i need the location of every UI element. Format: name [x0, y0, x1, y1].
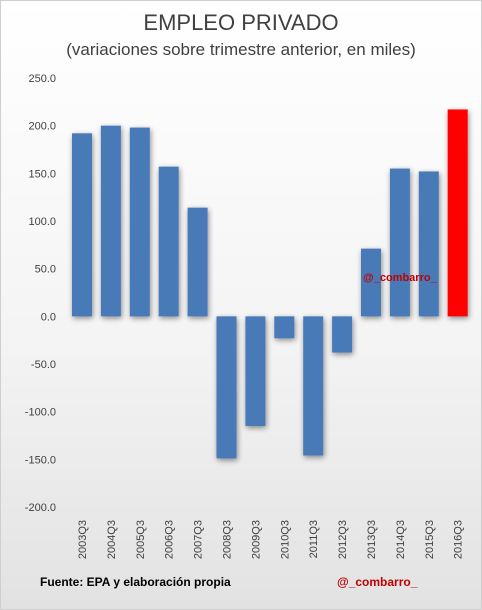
x-tick-label: 2006Q3 — [164, 520, 176, 559]
author-handle: @_combarro_ — [337, 575, 418, 589]
x-tick-label: 2004Q3 — [106, 520, 118, 559]
bar — [129, 127, 150, 317]
bar-highlighted — [447, 109, 468, 317]
x-tick-label: 2013Q3 — [366, 520, 378, 559]
x-tick-label: 2015Q3 — [424, 520, 436, 559]
bar — [332, 316, 353, 353]
bar — [72, 133, 92, 317]
bar — [216, 316, 237, 459]
y-axis-tick-labels: -200.0 -150.0 -100.0 -50.0 0.0 50.0 100.0 150.0… — [25, 73, 56, 514]
x-tick-label: 2010Q3 — [279, 520, 291, 559]
source-note: Fuente: EPA y elaboración propia — [40, 575, 231, 589]
watermark-annotation: @_combarro_ — [363, 272, 438, 284]
y-tick-label: -100.0 — [25, 407, 56, 419]
bar — [303, 316, 324, 456]
x-tick-label: 2016Q3 — [453, 520, 465, 559]
y-tick-label: -200.0 — [25, 502, 56, 514]
chart-subtitle: (variaciones sobre trimestre anterior, e… — [66, 40, 416, 59]
x-tick-label: 2003Q3 — [77, 520, 89, 559]
bar — [245, 316, 266, 426]
y-tick-label: -50.0 — [31, 359, 56, 371]
y-tick-label: 100.0 — [28, 216, 56, 228]
bar — [187, 207, 208, 317]
bar-series — [72, 109, 468, 459]
y-tick-label: 200.0 — [28, 121, 56, 133]
y-tick-label: 50.0 — [35, 264, 56, 276]
y-tick-label: 250.0 — [28, 73, 56, 85]
bar — [100, 125, 121, 317]
x-axis-tick-labels: 2003Q3 2004Q3 2005Q3 2006Q3 2007Q3 2008Q3 2009… — [77, 520, 465, 559]
bar — [274, 316, 295, 339]
bar — [158, 166, 179, 317]
y-tick-label: 0.0 — [41, 311, 56, 323]
x-tick-label: 2012Q3 — [337, 520, 349, 559]
bar — [389, 168, 410, 317]
chart-title: EMPLEO PRIVADO — [143, 10, 339, 35]
x-tick-label: 2014Q3 — [395, 520, 407, 559]
bar — [361, 248, 381, 317]
x-tick-label: 2008Q3 — [222, 520, 234, 559]
x-tick-label: 2009Q3 — [250, 520, 262, 559]
y-tick-label: 150.0 — [28, 168, 56, 180]
x-tick-label: 2007Q3 — [193, 520, 205, 559]
bar — [418, 171, 439, 317]
y-tick-label: -150.0 — [25, 454, 56, 466]
x-tick-label: 2011Q3 — [308, 520, 320, 558]
x-tick-label: 2005Q3 — [135, 520, 147, 559]
